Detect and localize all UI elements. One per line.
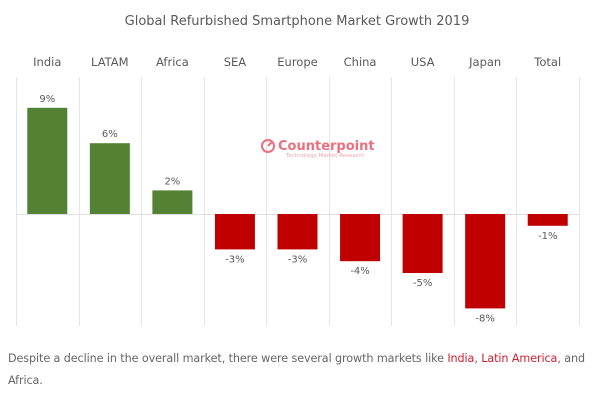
caption-text-after: , and Africa. [8,352,585,387]
bar [89,143,130,214]
data-label: 6% [102,129,118,140]
link-latin-america[interactable]: Latin America [481,352,558,365]
bar [465,214,506,309]
counterpoint-logo-icon [261,139,275,153]
category-label: Africa [156,55,189,69]
bar [152,190,193,214]
chart: Global Refurbished Smartphone Market Gro… [16,14,580,326]
category-label: Japan [468,55,501,69]
category-label: India [33,55,61,69]
caption-text-before: Despite a decline in the overall market,… [8,352,448,365]
bar [27,107,68,214]
data-labels: 9% 6% 2% -3% -3% -4% -5% -8% -1% [39,94,557,325]
category-label: Europe [277,55,317,69]
category-label: LATAM [91,55,129,69]
data-label: -5% [413,278,432,289]
grid-lines [16,77,580,326]
data-label: -8% [475,313,494,324]
bars [27,107,568,309]
data-label: -4% [350,266,369,277]
category-label: SEA [224,55,247,69]
category-label: USA [411,55,435,69]
watermark-tagline: Technology Market Research [285,153,365,159]
watermark-brand: Counterpoint [278,139,375,154]
data-label: -3% [288,254,307,265]
data-label: 2% [164,176,180,187]
caption-separator: , [474,352,482,365]
bar [214,214,255,250]
bar [277,214,318,250]
bar [402,214,443,273]
category-label: Total [533,55,561,69]
data-label: -3% [225,254,244,265]
category-labels: India LATAM Africa SEA Europe China USA Japan To… [33,55,561,69]
chart-title: Global Refurbished Smartphone Market Gro… [125,14,470,29]
caption: Despite a decline in the overall market,… [8,348,593,392]
link-india[interactable]: India [447,352,475,365]
counterpoint-watermark: Counterpoint Technology Market Research [261,139,375,159]
data-label: 9% [39,94,55,105]
data-label: -1% [538,231,557,242]
bar [340,214,381,262]
bar [527,214,568,226]
category-label: China [344,55,377,69]
